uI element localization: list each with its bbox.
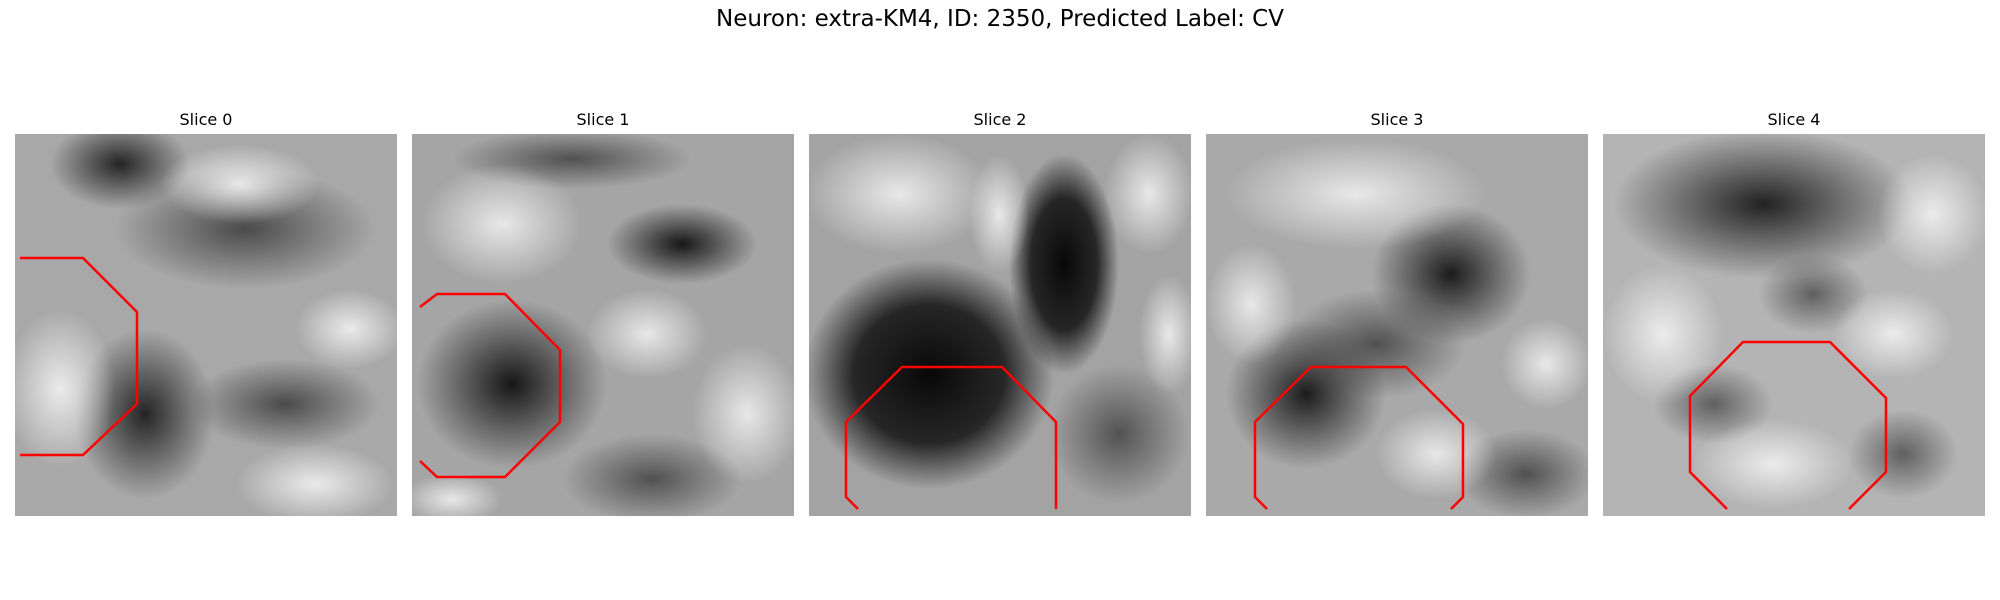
slice-1-contour [419,292,562,479]
slice-2-title: Slice 2 [973,110,1027,129]
slice-0-image [15,134,397,516]
slice-4-contour [1688,340,1888,510]
slice-0-title: Slice 0 [179,110,233,129]
slice-1-image [412,134,794,516]
slice-2-contour [844,365,1058,510]
slice-1-title: Slice 1 [576,110,630,129]
slice-3-contour [1253,365,1465,510]
slice-2-image [809,134,1191,516]
slice-3-image [1206,134,1588,516]
slice-4-image [1603,134,1985,516]
figure-title: Neuron: extra-KM4, ID: 2350, Predicted L… [716,6,1284,32]
slice-4-title: Slice 4 [1767,110,1821,129]
slice-3-title: Slice 3 [1370,110,1424,129]
slice-0-contour [20,256,139,457]
